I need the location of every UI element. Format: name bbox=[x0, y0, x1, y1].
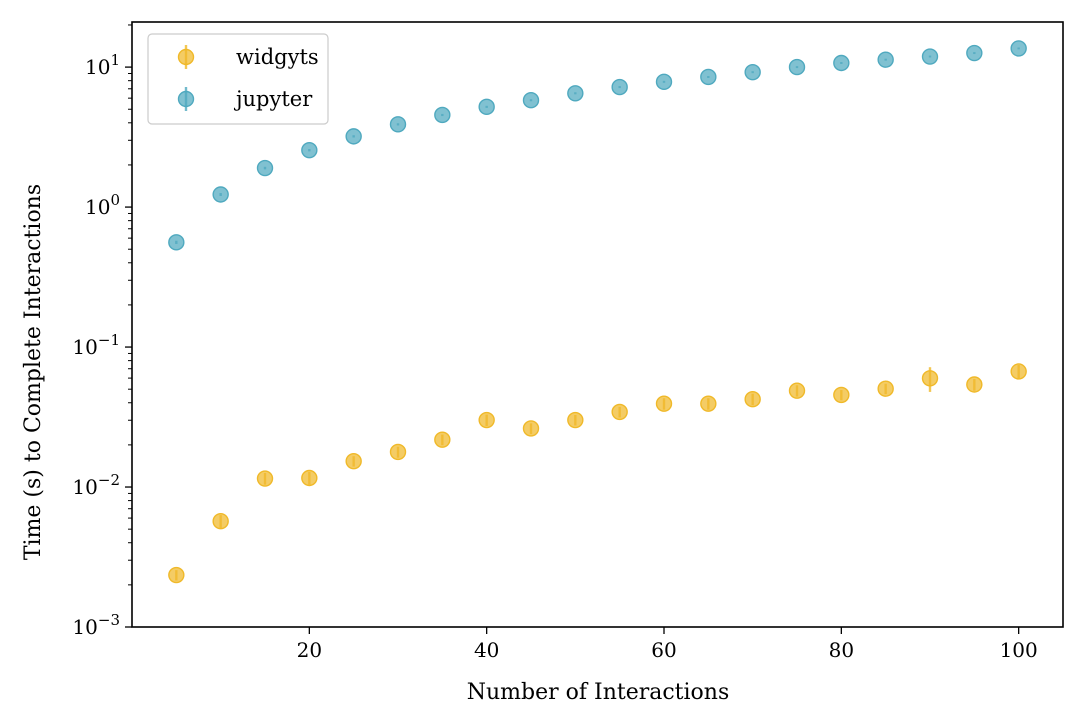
data-point bbox=[301, 141, 318, 159]
y-tick-label-exponent: −3 bbox=[98, 611, 120, 629]
plot-frame bbox=[131, 21, 1064, 628]
data-point bbox=[478, 98, 495, 116]
data-point bbox=[212, 186, 229, 203]
data-point bbox=[788, 58, 806, 76]
y-tick-label-base: 10 bbox=[85, 55, 110, 79]
legend-label: widgyts bbox=[236, 45, 319, 69]
data-point bbox=[655, 395, 673, 412]
x-tick-label: 100 bbox=[1000, 638, 1038, 662]
data-point bbox=[345, 452, 362, 470]
y-tick-label: 10−3 bbox=[72, 611, 120, 639]
x-tick-label: 80 bbox=[829, 638, 854, 662]
data-point bbox=[921, 48, 939, 65]
data-point bbox=[567, 85, 584, 102]
data-point bbox=[168, 234, 185, 251]
data-point bbox=[744, 391, 761, 408]
data-point bbox=[966, 44, 983, 62]
data-point bbox=[478, 411, 495, 429]
x-axis-label: Number of Interactions bbox=[467, 680, 730, 705]
legend-marker bbox=[177, 48, 195, 66]
y-tick-label: 100 bbox=[85, 191, 120, 219]
data-point bbox=[434, 431, 451, 448]
series-jupyter bbox=[168, 40, 1027, 251]
data-point bbox=[168, 566, 185, 584]
y-tick-label: 10−2 bbox=[72, 471, 120, 499]
data-point bbox=[611, 78, 628, 96]
y-tick-label-exponent: −1 bbox=[98, 331, 120, 349]
data-point bbox=[611, 403, 628, 421]
data-point bbox=[700, 395, 717, 412]
data-point bbox=[522, 92, 540, 109]
legend: widgyts jupyter bbox=[147, 33, 329, 125]
data-point bbox=[256, 159, 274, 177]
data-point bbox=[389, 116, 407, 133]
data-point bbox=[744, 63, 761, 81]
y-tick-label-exponent: −2 bbox=[98, 471, 120, 489]
data-point bbox=[256, 470, 274, 487]
plot-area bbox=[168, 40, 1027, 584]
data-point bbox=[1010, 363, 1027, 380]
x-axis: 20 40 60 80 100 bbox=[297, 627, 1038, 662]
y-tick-label-base: 10 bbox=[72, 475, 97, 499]
data-point bbox=[655, 73, 673, 91]
data-point bbox=[522, 420, 540, 437]
x-tick-label: 40 bbox=[474, 638, 499, 662]
data-point bbox=[700, 68, 717, 86]
data-point bbox=[301, 469, 318, 487]
y-tick-label: 10−1 bbox=[72, 331, 120, 359]
series-widgyts bbox=[168, 363, 1027, 584]
y-tick-label: 101 bbox=[85, 51, 120, 79]
data-point bbox=[788, 382, 806, 399]
data-point bbox=[877, 380, 894, 397]
data-point bbox=[345, 128, 362, 145]
y-tick-label-base: 10 bbox=[72, 615, 97, 639]
data-point bbox=[567, 411, 584, 429]
data-point bbox=[434, 106, 451, 124]
y-tick-label-base: 10 bbox=[72, 335, 97, 359]
y-tick-label-exponent: 0 bbox=[110, 191, 120, 209]
y-tick-label-base: 10 bbox=[85, 195, 110, 219]
x-tick-label: 60 bbox=[651, 638, 676, 662]
legend-label: jupyter bbox=[233, 87, 313, 111]
data-point bbox=[212, 512, 229, 530]
data-point bbox=[1010, 40, 1027, 57]
data-point bbox=[966, 376, 983, 393]
data-point bbox=[877, 51, 894, 68]
data-point bbox=[921, 370, 939, 387]
data-point bbox=[833, 54, 850, 72]
x-tick-label: 20 bbox=[297, 638, 322, 662]
data-point bbox=[389, 443, 407, 461]
data-point bbox=[833, 386, 850, 404]
legend-marker bbox=[177, 90, 195, 108]
y-axis-label: Time (s) to Complete Interactions bbox=[21, 184, 46, 560]
y-tick-label-exponent: 1 bbox=[110, 51, 120, 69]
